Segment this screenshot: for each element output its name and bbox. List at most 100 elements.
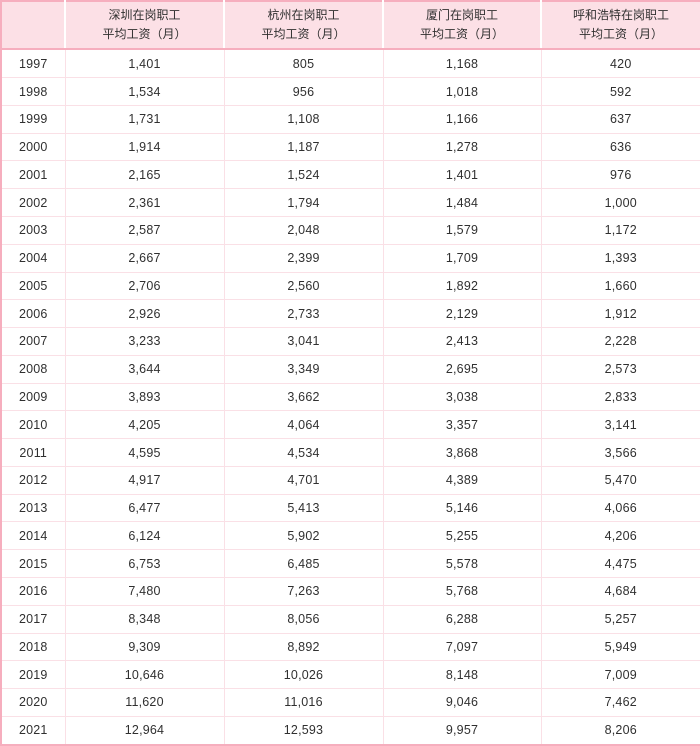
wage-value-cell: 4,206 — [540, 521, 700, 551]
wage-value-cell: 3,357 — [382, 410, 542, 440]
city-column-header: 厦门在岗职工 平均工资（月） — [383, 1, 542, 50]
year-cell: 2018 — [0, 632, 66, 662]
wage-value-cell: 1,187 — [223, 132, 384, 162]
wage-value-cell: 9,309 — [64, 632, 225, 662]
wage-value-cell: 12,593 — [223, 715, 384, 746]
wage-value-cell: 1,534 — [64, 77, 225, 106]
table-row: 2003 2,587 2,048 1,579 1,172 — [0, 216, 700, 245]
wage-value-cell: 3,041 — [223, 327, 384, 356]
table-row: 2020 11,620 11,016 9,046 7,462 — [0, 688, 700, 717]
wage-value-cell: 7,097 — [382, 632, 542, 662]
wage-value-cell: 1,579 — [382, 216, 542, 245]
city-column-header: 呼和浩特在岗职工 平均工资（月） — [541, 1, 700, 50]
wage-value-cell: 1,914 — [64, 132, 225, 162]
table-row: 2007 3,233 3,041 2,413 2,228 — [0, 327, 700, 356]
table-row: 1998 1,534 956 1,018 592 — [0, 77, 700, 106]
wage-value-cell: 2,413 — [382, 327, 542, 356]
wage-value-cell: 1,731 — [64, 104, 225, 134]
table-row: 2017 8,348 8,056 6,288 5,257 — [0, 604, 700, 634]
wage-value-cell: 2,399 — [223, 243, 384, 273]
wage-value-cell: 2,165 — [64, 160, 225, 190]
wage-value-cell: 8,056 — [223, 604, 384, 634]
wage-value-cell: 5,949 — [540, 632, 700, 662]
wage-value-cell: 11,620 — [64, 688, 225, 717]
wage-value-cell: 4,684 — [540, 576, 700, 606]
wage-value-cell: 1,108 — [223, 104, 384, 134]
table-row: 2011 4,595 4,534 3,868 3,566 — [0, 438, 700, 467]
table-row: 2016 7,480 7,263 5,768 4,684 — [0, 576, 700, 606]
table-row: 1999 1,731 1,108 1,166 637 — [0, 104, 700, 134]
city-column-header: 深圳在岗职工 平均工资（月） — [65, 1, 225, 50]
wage-value-cell: 4,475 — [540, 549, 700, 578]
table-row: 1997 1,401 805 1,168 420 — [0, 48, 700, 79]
wage-value-cell: 3,141 — [540, 410, 700, 440]
wage-value-cell: 2,706 — [64, 271, 225, 301]
wage-value-cell: 637 — [540, 104, 700, 134]
table-row: 2005 2,706 2,560 1,892 1,660 — [0, 271, 700, 301]
wage-value-cell: 6,288 — [382, 604, 542, 634]
wage-value-cell: 4,066 — [540, 493, 700, 523]
table-row: 2014 6,124 5,902 5,255 4,206 — [0, 521, 700, 551]
header-label-line2: 平均工资（月） — [419, 27, 504, 41]
year-cell: 2009 — [0, 382, 66, 412]
year-cell: 1997 — [0, 48, 66, 79]
wage-value-cell: 1,278 — [382, 132, 542, 162]
year-cell: 2015 — [0, 549, 66, 578]
wage-value-cell: 6,485 — [223, 549, 384, 578]
table-row: 2008 3,644 3,349 2,695 2,573 — [0, 354, 700, 384]
wage-value-cell: 2,587 — [64, 216, 225, 245]
wage-value-cell: 1,709 — [382, 243, 542, 273]
wage-value-cell: 2,733 — [223, 299, 384, 329]
wage-value-cell: 4,595 — [64, 438, 225, 467]
year-cell: 2004 — [0, 243, 66, 273]
year-cell: 1999 — [0, 104, 66, 134]
year-cell: 2019 — [0, 660, 66, 690]
wage-value-cell: 2,667 — [64, 243, 225, 273]
wage-value-cell: 10,646 — [64, 660, 225, 690]
wage-value-cell: 8,892 — [223, 632, 384, 662]
table-row: 2002 2,361 1,794 1,484 1,000 — [0, 188, 700, 218]
table-row: 2006 2,926 2,733 2,129 1,912 — [0, 299, 700, 329]
city-column-header: 杭州在岗职工 平均工资（月） — [224, 1, 384, 50]
year-cell: 2013 — [0, 493, 66, 523]
table-row: 2001 2,165 1,524 1,401 976 — [0, 160, 700, 190]
wage-value-cell: 2,573 — [540, 354, 700, 384]
table-header: 深圳在岗职工 平均工资（月） 杭州在岗职工 平均工资（月） 厦门在岗职工 平均工资（月）呼… — [1, 1, 700, 50]
year-cell: 2012 — [0, 465, 66, 495]
table-row: 2012 4,917 4,701 4,389 5,470 — [0, 465, 700, 495]
header-label-line1: 杭州在岗职工 — [267, 8, 340, 22]
table-row: 2004 2,667 2,399 1,709 1,393 — [0, 243, 700, 273]
wage-value-cell: 1,912 — [540, 299, 700, 329]
wage-value-cell: 5,257 — [540, 604, 700, 634]
wage-value-cell: 7,263 — [223, 576, 384, 606]
wage-value-cell: 5,578 — [382, 549, 542, 578]
wage-value-cell: 1,393 — [540, 243, 700, 273]
wage-value-cell: 1,892 — [382, 271, 542, 301]
wage-value-cell: 7,462 — [540, 688, 700, 717]
year-cell: 2000 — [0, 132, 66, 162]
header-label-line1: 呼和浩特在岗职工 — [572, 8, 669, 22]
wage-value-cell: 5,146 — [382, 493, 542, 523]
wage-value-cell: 2,560 — [223, 271, 384, 301]
wage-value-cell: 6,124 — [64, 521, 225, 551]
wage-value-cell: 3,868 — [382, 438, 542, 467]
header-row: 深圳在岗职工 平均工资（月） 杭州在岗职工 平均工资（月） 厦门在岗职工 平均工资（月）呼… — [1, 1, 700, 50]
header-label-line2: 平均工资（月） — [102, 27, 187, 41]
wage-value-cell: 3,644 — [64, 354, 225, 384]
wage-value-cell: 1,166 — [382, 104, 542, 134]
table-row: 2009 3,893 3,662 3,038 2,833 — [0, 382, 700, 412]
wage-value-cell: 3,038 — [382, 382, 542, 412]
table-body: 1997 1,401 805 1,168 420 1998 1,534 956 1,018 592… — [0, 48, 700, 746]
year-cell: 2016 — [0, 576, 66, 606]
wage-value-cell: 1,401 — [382, 160, 542, 190]
wage-value-cell: 636 — [540, 132, 700, 162]
year-cell: 2007 — [0, 327, 66, 356]
table-row: 2018 9,309 8,892 7,097 5,949 — [0, 632, 700, 662]
wage-value-cell: 5,902 — [223, 521, 384, 551]
wage-value-cell: 11,016 — [223, 688, 384, 717]
wage-value-cell: 7,009 — [540, 660, 700, 690]
wage-value-cell: 1,018 — [382, 77, 542, 106]
wage-value-cell: 3,893 — [64, 382, 225, 412]
header-label-line1: 深圳在岗职工 — [108, 8, 181, 22]
wage-value-cell: 1,484 — [382, 188, 542, 218]
